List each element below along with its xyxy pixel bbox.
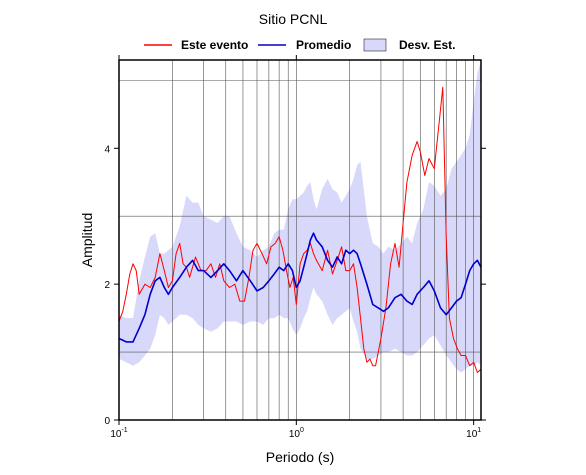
- y-tick-label: 2: [104, 280, 110, 291]
- y-tick-label: 4: [104, 144, 110, 155]
- mean-line: [118, 232, 482, 343]
- legend-label-mean: Promedio: [296, 38, 351, 52]
- plot-area: [118, 59, 482, 421]
- y-tick-label: 0: [104, 416, 110, 427]
- legend-label-band: Desv. Est.: [399, 38, 455, 52]
- legend: Este evento Promedio Desv. Est.: [144, 38, 455, 52]
- event-line: [118, 86, 482, 373]
- legend-swatch-band: [363, 38, 387, 52]
- legend-label-event: Este evento: [181, 38, 248, 52]
- x-tick-label: 10-1: [110, 427, 127, 440]
- x-axis-label: Periodo (s): [266, 449, 334, 465]
- x-tick-label: 101: [466, 427, 481, 440]
- y-axis-label: Amplitud: [79, 213, 95, 267]
- plot-frame: [118, 59, 482, 421]
- x-tick-label: 100: [289, 427, 304, 440]
- chart-title: Sitio PCNL: [259, 11, 328, 27]
